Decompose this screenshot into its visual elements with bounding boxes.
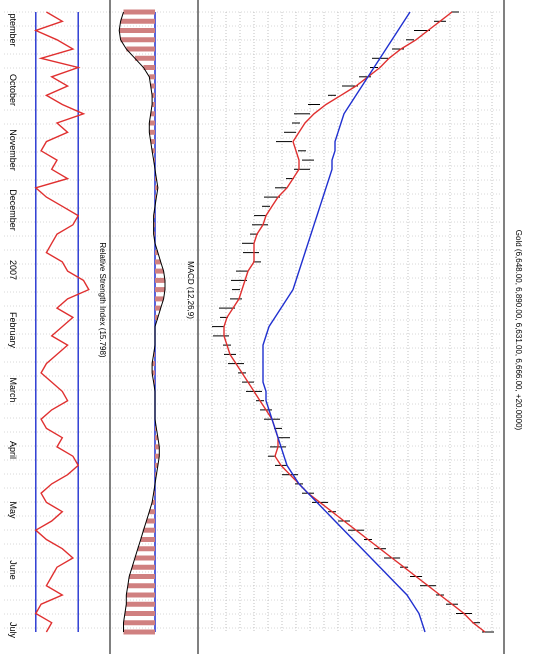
macd-outline	[118, 11, 166, 632]
month-label: July	[8, 622, 18, 639]
macd-title: MACD (12,26,9)	[186, 261, 195, 319]
price-line-2	[262, 11, 426, 633]
price-line-1	[223, 11, 486, 633]
rsi-line-0	[33, 11, 90, 633]
chart-series	[33, 9, 494, 635]
month-label: December	[8, 189, 18, 231]
panel-borders	[109, 0, 505, 654]
month-label: ptember	[8, 13, 18, 46]
month-label: 2007	[8, 260, 18, 280]
price-title: Gold (6,648.00, 6,890.00, 6,631.00, 6,66…	[514, 230, 523, 431]
month-labels: ptember October November December 2007 Februa…	[8, 13, 18, 638]
month-label: November	[8, 129, 18, 171]
month-label: April	[8, 441, 18, 459]
month-label: March	[8, 377, 18, 402]
grid-lines	[4, 11, 500, 632]
rsi-title: Relative Strength Index (15.798)	[98, 242, 107, 358]
panel-titles: Gold (6,648.00, 6,890.00, 6,631.00, 6,66…	[98, 230, 523, 431]
month-label: June	[8, 560, 18, 580]
month-label: October	[8, 74, 18, 106]
month-label: May	[8, 501, 18, 519]
month-label: February	[8, 312, 18, 349]
